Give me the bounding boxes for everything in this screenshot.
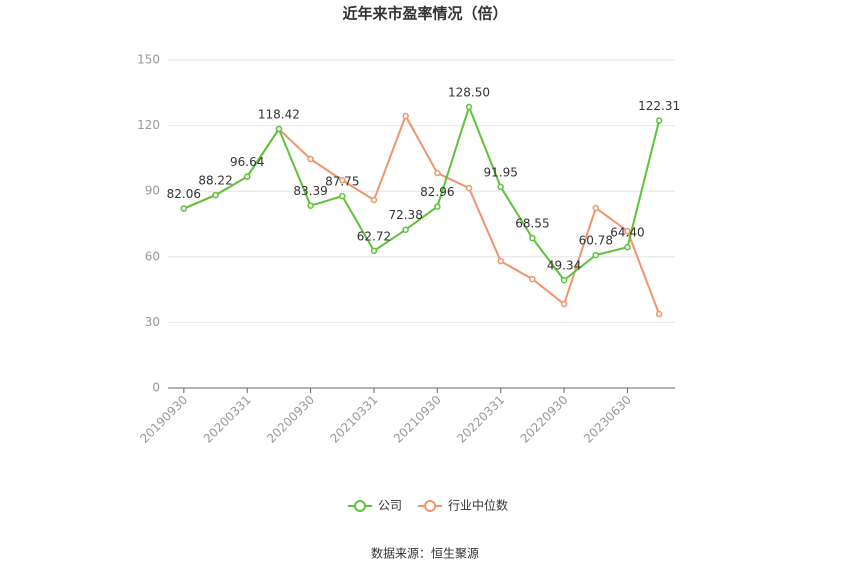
y-tick-label: 150 [137,53,160,67]
data-label: 64.40 [610,226,644,240]
point [402,112,409,120]
point [465,103,473,111]
point [624,227,631,235]
point [655,310,663,318]
point [243,173,251,180]
point [180,205,188,212]
y-tick-label: 90 [145,184,160,198]
x-tick-label: 20200930 [264,393,317,446]
data-label: 91.95 [484,165,518,179]
point [592,204,600,212]
point [307,202,314,209]
point [434,203,441,210]
x-tick-label: 20200331 [201,393,254,446]
x-tick-label: 20190930 [137,393,190,446]
data-label: 87.75 [325,175,359,189]
data-label: 68.55 [515,217,549,231]
data-label: 72.38 [388,208,422,222]
source: 数据来源：恒生聚源 [371,546,479,561]
data-label: 60.78 [579,234,613,248]
point [370,196,378,204]
point [434,169,441,177]
x-tick-label: 20230630 [581,393,634,446]
y-tick-label: 0 [152,381,160,395]
point [560,276,568,284]
data-label: 88.22 [198,174,232,188]
y-tick-label: 120 [137,118,160,132]
point [529,275,536,283]
point [339,177,346,184]
legend-label: 行业中位数 [448,498,508,513]
point [529,234,536,242]
data-label: 83.39 [293,184,327,198]
point [465,184,473,192]
data-label: 82.06 [167,187,201,201]
point [212,191,219,199]
x-tick-label: 20210930 [391,393,444,446]
legend-marker [354,500,366,512]
data-label: 118.42 [258,108,300,122]
data-label: 122.31 [638,99,680,113]
data-label: 82.96 [420,185,454,199]
data-label: 62.72 [357,229,391,243]
point [497,257,504,265]
data-label: 128.50 [448,86,490,100]
point [307,155,314,163]
series-line [183,104,661,282]
x-tick-label: 20210331 [327,393,380,446]
y-tick-label: 30 [145,315,160,329]
x-tick-label: 20220331 [454,393,507,446]
point [370,247,378,255]
legend-marker [424,500,437,512]
point [402,226,409,233]
y-tick-label: 60 [145,249,160,263]
point [339,192,346,200]
chart-title: 近年来市盈率情况（倍） [342,5,507,23]
point [655,117,663,124]
point [592,251,600,259]
data-label: 49.34 [547,259,581,273]
data-label: 96.64 [230,155,264,169]
x-tick-label: 20220930 [518,393,571,446]
point [275,125,283,133]
point [560,300,568,308]
point [624,243,631,251]
point [497,183,504,191]
legend-label: 公司 [378,499,402,513]
